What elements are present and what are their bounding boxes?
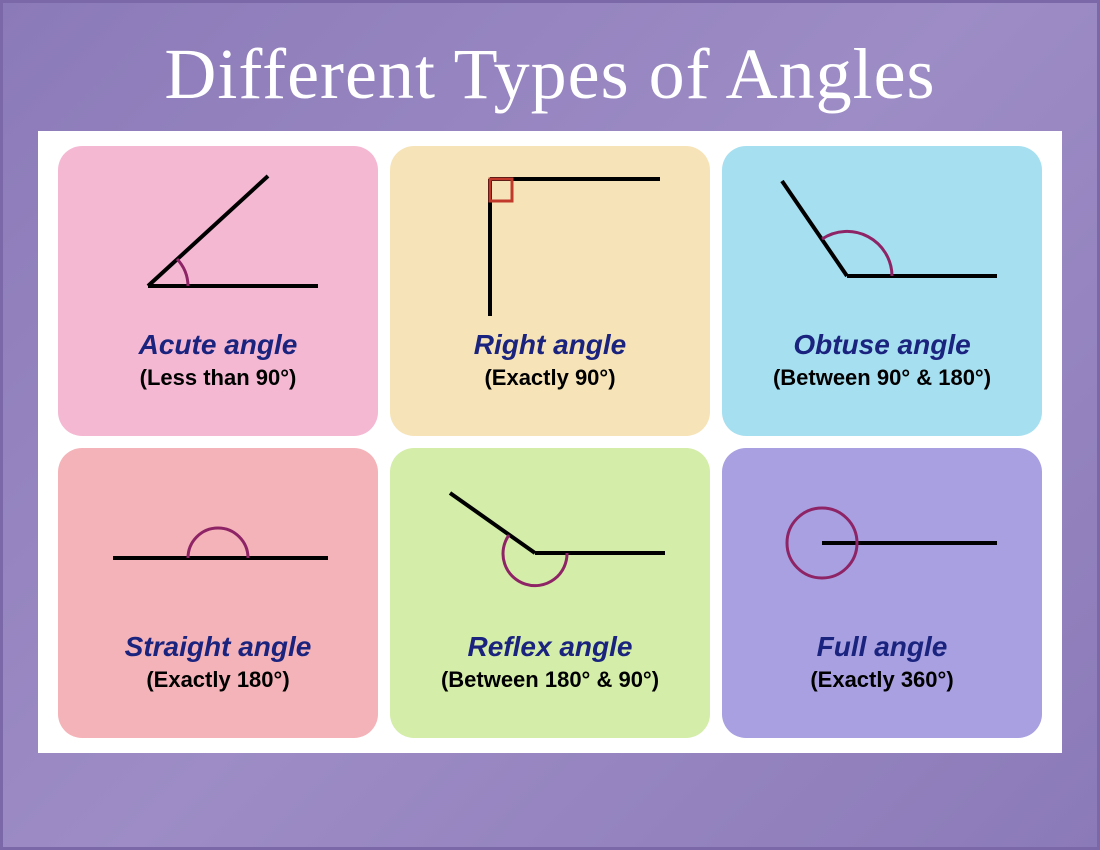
full-desc: (Exactly 360°) [810,667,953,693]
acute-name: Acute angle [139,329,298,361]
card-right: Right angle (Exactly 90°) [390,146,710,436]
obtuse-desc: (Between 90° & 180°) [773,365,991,391]
obtuse-name: Obtuse angle [793,329,970,361]
full-name: Full angle [817,631,948,663]
straight-diagram [68,463,368,623]
page-title: Different Types of Angles [38,33,1062,116]
reflex-name: Reflex angle [468,631,633,663]
acute-diagram [68,161,368,321]
right-name: Right angle [474,329,626,361]
card-reflex: Reflex angle (Between 180° & 90°) [390,448,710,738]
full-diagram [732,463,1032,623]
card-straight: Straight angle (Exactly 180°) [58,448,378,738]
card-obtuse: Obtuse angle (Between 90° & 180°) [722,146,1042,436]
right-desc: (Exactly 90°) [484,365,615,391]
right-diagram [400,161,700,321]
cards-grid: Acute angle (Less than 90°) Right angle … [58,146,1042,738]
cards-panel: Acute angle (Less than 90°) Right angle … [38,131,1062,753]
obtuse-diagram [732,161,1032,321]
card-acute: Acute angle (Less than 90°) [58,146,378,436]
straight-name: Straight angle [125,631,312,663]
reflex-desc: (Between 180° & 90°) [441,667,659,693]
straight-desc: (Exactly 180°) [146,667,289,693]
acute-desc: (Less than 90°) [140,365,297,391]
reflex-diagram [400,463,700,623]
card-full: Full angle (Exactly 360°) [722,448,1042,738]
